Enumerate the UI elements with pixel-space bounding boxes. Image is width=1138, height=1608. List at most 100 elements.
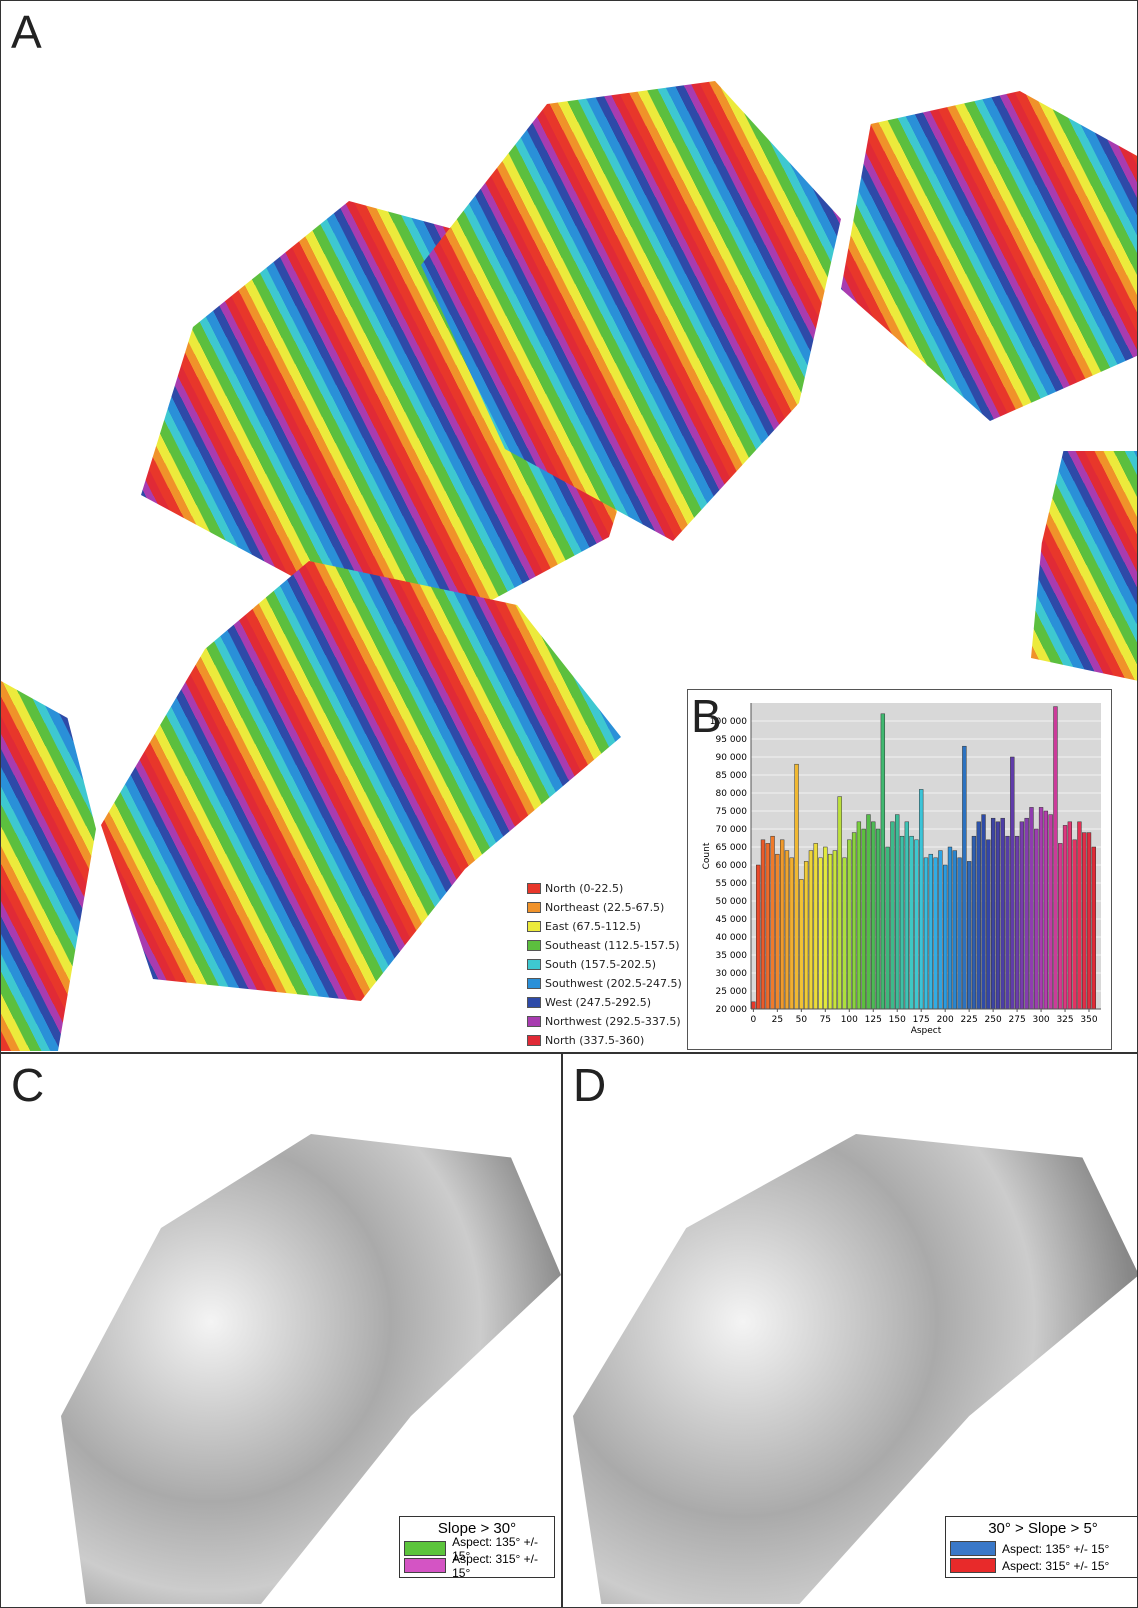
x-tick-label: 150 [889, 1015, 906, 1025]
y-tick-label: 40 000 [716, 933, 748, 943]
bar [938, 851, 942, 1009]
bar [833, 851, 837, 1009]
legend-swatch [527, 1016, 541, 1027]
bar [823, 847, 827, 1009]
bar [843, 858, 847, 1009]
bar [972, 836, 976, 1009]
legend-label: West (247.5-292.5) [545, 996, 651, 1009]
bar [943, 865, 947, 1009]
bar [934, 858, 938, 1009]
legend-label: East (67.5-112.5) [545, 920, 641, 933]
y-tick-label: 45 000 [716, 915, 748, 925]
bar [1049, 815, 1053, 1009]
x-tick-label: 125 [865, 1015, 882, 1025]
bar [962, 746, 966, 1009]
y-tick-label: 75 000 [716, 807, 748, 817]
bar [790, 858, 794, 1009]
x-tick-label: 25 [772, 1015, 783, 1025]
slope-legend: Slope > 30°Aspect: 135° +/- 15°Aspect: 3… [399, 1516, 555, 1578]
y-axis-label: Count [702, 842, 712, 869]
bar [814, 843, 818, 1009]
bar [1001, 818, 1005, 1009]
y-tick-label: 90 000 [716, 753, 748, 763]
bar [1034, 829, 1038, 1009]
bar [867, 815, 871, 1009]
bar [1020, 822, 1024, 1009]
bar [967, 861, 971, 1009]
bar [982, 815, 986, 1009]
figure: A North (0-22.5)Northeast (22.5-67.5)Eas… [0, 0, 1138, 1608]
y-tick-label: 50 000 [716, 897, 748, 907]
bar [838, 797, 842, 1009]
x-tick-label: 300 [1032, 1015, 1049, 1025]
bar [891, 822, 895, 1009]
legend-label: Northwest (292.5-337.5) [545, 1015, 681, 1028]
bar [761, 840, 765, 1009]
legend-item: South (157.5-202.5) [527, 955, 682, 974]
y-tick-label: 35 000 [716, 951, 748, 961]
bar [1058, 843, 1062, 1009]
bar [1082, 833, 1086, 1009]
bar [986, 840, 990, 1009]
legend-swatch [527, 921, 541, 932]
bar [1044, 811, 1048, 1009]
legend-label: Aspect: 315° +/- 15° [1002, 1559, 1109, 1573]
legend-swatch [404, 1558, 446, 1573]
bar [771, 836, 775, 1009]
bar [751, 1002, 755, 1009]
bar [857, 822, 861, 1009]
legend-item: Southeast (112.5-157.5) [527, 936, 682, 955]
y-tick-label: 30 000 [716, 969, 748, 979]
bar [996, 822, 1000, 1009]
y-tick-label: 20 000 [716, 1005, 748, 1015]
panel-a: A North (0-22.5)Northeast (22.5-67.5)Eas… [0, 0, 1138, 1053]
bar [766, 843, 770, 1009]
bar [905, 822, 909, 1009]
legend-item: East (67.5-112.5) [527, 917, 682, 936]
bar [895, 815, 899, 1009]
legend-label: South (157.5-202.5) [545, 958, 656, 971]
bar [886, 847, 890, 1009]
y-tick-label: 60 000 [716, 861, 748, 871]
legend-label: Aspect: 135° +/- 15° [1002, 1542, 1109, 1556]
y-tick-label: 70 000 [716, 825, 748, 835]
bar [1025, 818, 1029, 1009]
bar [919, 789, 923, 1009]
bar [991, 818, 995, 1009]
aspect-map [1, 681, 96, 1051]
bar [1068, 822, 1072, 1009]
legend-swatch [527, 978, 541, 989]
bar [871, 822, 875, 1009]
bar [799, 879, 803, 1009]
x-tick-label: 325 [1056, 1015, 1073, 1025]
legend-label: Southwest (202.5-247.5) [545, 977, 682, 990]
legend-item: Northwest (292.5-337.5) [527, 1012, 682, 1031]
x-axis-label: Aspect [911, 1026, 942, 1036]
bar [876, 829, 880, 1009]
bar [785, 851, 789, 1009]
x-tick-label: 175 [913, 1015, 930, 1025]
x-tick-label: 200 [937, 1015, 954, 1025]
bar [881, 714, 885, 1009]
bar [795, 764, 799, 1009]
bar [828, 854, 832, 1009]
y-tick-label: 65 000 [716, 843, 748, 853]
bar [1015, 836, 1019, 1009]
x-tick-label: 0 [751, 1015, 757, 1025]
panel-label: B [691, 689, 722, 743]
y-tick-label: 85 000 [716, 771, 748, 781]
x-tick-label: 350 [1080, 1015, 1097, 1025]
bar [775, 854, 779, 1009]
panel-label: D [573, 1058, 606, 1112]
panel-d: D 30° > Slope > 5° Aspect: 135° +/- 15° As… [562, 1053, 1138, 1608]
bar [1073, 840, 1077, 1009]
bar [862, 829, 866, 1009]
legend-item: Southwest (202.5-247.5) [527, 974, 682, 993]
legend-title: 30° > Slope > 5° [950, 1520, 1136, 1537]
aspect-map [841, 91, 1138, 421]
bar [1039, 807, 1043, 1009]
bar [977, 822, 981, 1009]
legend-swatch [950, 1558, 996, 1573]
legend-swatch [527, 902, 541, 913]
